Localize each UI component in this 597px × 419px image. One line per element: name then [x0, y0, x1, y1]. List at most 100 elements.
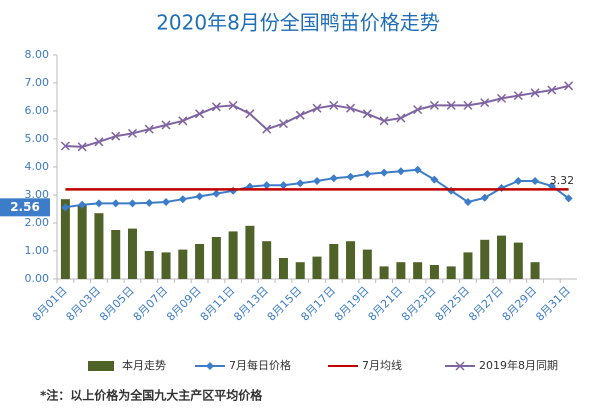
point	[564, 194, 573, 203]
point	[61, 203, 70, 212]
point	[463, 198, 472, 206]
point	[60, 141, 70, 151]
point	[413, 105, 423, 115]
legend-label: 7月均线	[362, 358, 402, 372]
point	[429, 100, 439, 110]
point	[547, 85, 557, 95]
bar	[362, 249, 372, 279]
bar	[429, 265, 439, 279]
point	[497, 184, 506, 192]
bar	[262, 241, 272, 279]
line	[65, 84, 569, 148]
point	[145, 198, 154, 207]
bar	[60, 199, 70, 279]
x-tick-label: 8月23日	[399, 284, 439, 324]
data-label: 3.32	[550, 174, 575, 187]
point	[178, 116, 188, 126]
point	[496, 93, 507, 103]
point	[396, 113, 406, 123]
bar	[144, 251, 154, 279]
point	[128, 199, 137, 208]
bar	[346, 241, 356, 279]
footnote: *注：以上价格为全国九大主产区平均价格	[40, 388, 263, 403]
legend-label: 本月走势	[122, 358, 166, 372]
y-tick-label: 0.00	[25, 272, 50, 285]
point	[380, 168, 389, 177]
legend-label: 2019年8月同期	[479, 358, 558, 372]
legend-label: 7月每日价格	[229, 358, 291, 372]
x-tick-label: 8月31日	[533, 284, 573, 324]
point	[514, 177, 523, 185]
x-tick-label: 8月27日	[466, 284, 506, 324]
bar	[127, 228, 137, 279]
bar	[161, 252, 171, 279]
point	[178, 195, 187, 204]
bar	[77, 204, 87, 279]
point	[94, 137, 104, 147]
x-tick-label: 8月07日	[131, 284, 171, 324]
data-label: 2.56	[10, 200, 40, 214]
x-tick-label: 8月05日	[97, 284, 137, 324]
y-tick-label: 2.00	[25, 216, 50, 229]
point	[127, 128, 138, 138]
bar	[94, 213, 104, 279]
point	[480, 98, 490, 108]
x-tick-label: 8月11日	[198, 284, 238, 324]
y-tick-label: 8.00	[25, 48, 50, 61]
point	[363, 170, 372, 178]
point	[379, 116, 389, 126]
chart-title: 2020年8月份全国鸭苗价格走势	[156, 11, 440, 35]
point	[430, 175, 439, 184]
bar	[530, 262, 540, 279]
y-tick-label: 4.00	[25, 160, 50, 173]
bar	[446, 266, 456, 279]
bar	[497, 235, 507, 279]
point	[111, 131, 121, 141]
point	[295, 110, 305, 120]
point	[195, 192, 204, 201]
point	[212, 189, 221, 198]
point	[111, 199, 120, 208]
bar	[379, 266, 389, 279]
point	[463, 100, 473, 110]
bar	[463, 252, 473, 279]
x-tick-label: 8月13日	[231, 284, 271, 324]
x-tick-label: 8月15日	[265, 284, 305, 324]
point	[262, 181, 271, 190]
point	[329, 100, 339, 110]
bar	[111, 230, 121, 279]
x-tick-label: 8月25日	[433, 284, 473, 324]
bar	[245, 225, 255, 279]
bar	[329, 244, 339, 279]
point	[313, 177, 321, 185]
point	[161, 120, 171, 130]
bar	[413, 262, 423, 279]
point	[228, 100, 238, 110]
point	[531, 177, 540, 185]
point	[480, 193, 489, 202]
y-tick-label: 6.00	[25, 104, 50, 117]
bar	[178, 249, 188, 279]
x-tick-label: 8月17日	[298, 284, 338, 324]
point	[413, 165, 422, 174]
point	[229, 186, 238, 195]
point	[211, 102, 221, 112]
y-tick-label: 1.00	[25, 244, 50, 257]
point	[396, 167, 405, 176]
bar	[295, 262, 305, 279]
data-label-box	[0, 198, 50, 217]
legend-swatch	[88, 361, 114, 371]
bar	[211, 237, 221, 279]
bar	[195, 244, 205, 279]
point	[547, 182, 556, 191]
x-tick-label: 8月19日	[332, 284, 372, 324]
bar	[228, 231, 238, 279]
point	[346, 103, 356, 113]
point	[346, 172, 355, 181]
y-tick-label: 3.00	[25, 188, 50, 201]
bar	[312, 256, 322, 279]
point	[513, 91, 523, 101]
bar	[513, 242, 523, 279]
point	[446, 100, 456, 110]
